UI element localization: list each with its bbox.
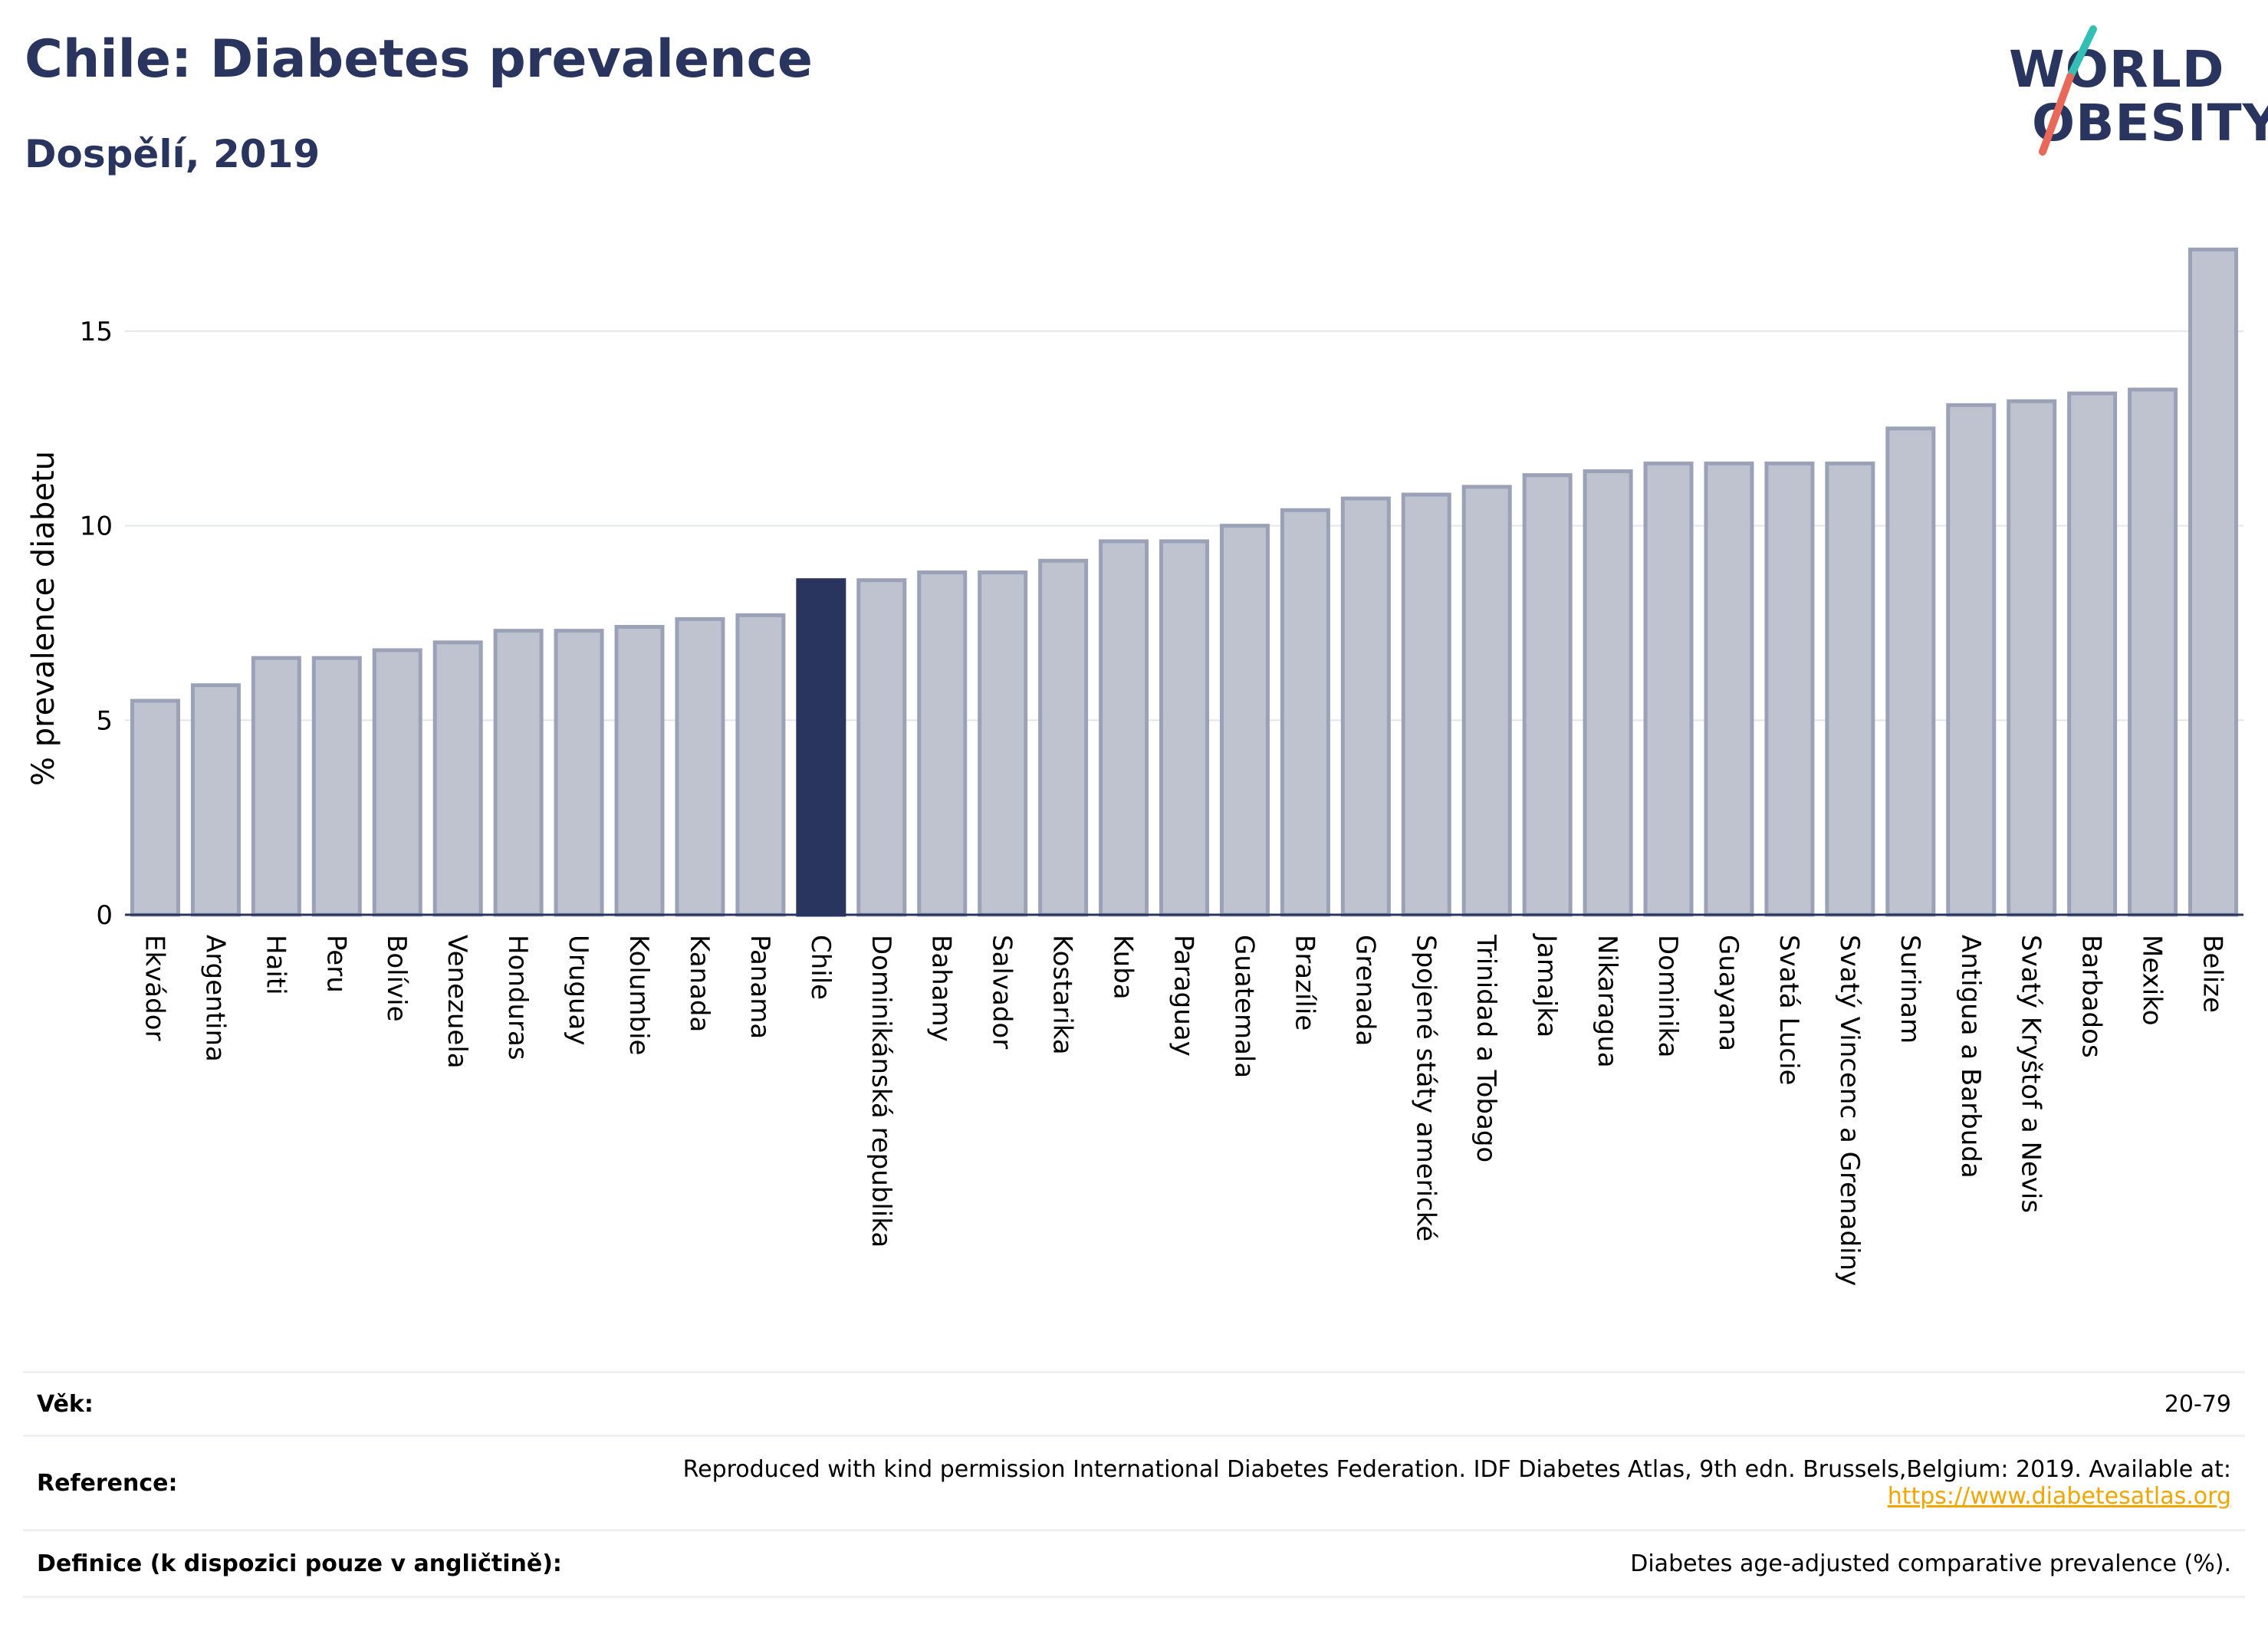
- x-tick-label: Brazílie: [1289, 935, 1320, 1031]
- x-tick-label: Svatý Kryštof a Nevis: [2016, 935, 2046, 1213]
- x-tick-label: Panama: [744, 935, 775, 1039]
- age-label: Věk:: [37, 1390, 94, 1418]
- logo-word-obesity: OBESITY: [2032, 94, 2268, 153]
- chart-title: Chile: Diabetes prevalence: [25, 29, 813, 90]
- logo-word-world: WORLD: [2009, 40, 2225, 99]
- footer-row-age: Věk: 20-79: [23, 1371, 2245, 1435]
- bar: [1038, 558, 1089, 917]
- bar: [130, 699, 180, 917]
- x-tick-label: Bolívie: [381, 935, 412, 1022]
- x-tick-label: Grenada: [1349, 935, 1380, 1046]
- x-tick-label: Ekvádor: [139, 935, 169, 1041]
- bar: [735, 613, 786, 917]
- bar: [1099, 539, 1149, 917]
- x-tick-label: Barbados: [2076, 935, 2107, 1058]
- y-axis-label: % prevalence diabetu: [26, 451, 61, 786]
- x-tick-label: Guayana: [1713, 935, 1744, 1051]
- x-tick-label: Peru: [320, 935, 351, 993]
- footer-row-definition: Definice (k dispozici pouze v angličtině…: [23, 1529, 2245, 1598]
- x-tick-label: Nikaragua: [1592, 935, 1622, 1068]
- bar: [917, 570, 968, 917]
- bar: [796, 578, 846, 917]
- bar: [614, 625, 665, 917]
- bar: [493, 629, 544, 917]
- x-tick-label: Salvador: [987, 935, 1017, 1049]
- bar: [1401, 492, 1451, 917]
- world-obesity-logo: WORLD OBESITY: [1994, 21, 2268, 159]
- reference-link[interactable]: https://www.diabetesatlas.org: [1887, 1483, 2231, 1510]
- x-tick-label: Honduras: [502, 935, 533, 1060]
- bar: [311, 656, 362, 917]
- x-tick-label: Belize: [2197, 935, 2228, 1013]
- footer-row-reference: Reference: Reproduced with kind permissi…: [23, 1435, 2245, 1529]
- definition-value: Diabetes age-adjusted comparative preval…: [1630, 1550, 2231, 1577]
- x-tick-label: Dominika: [1652, 935, 1683, 1057]
- x-tick-label: Argentina: [199, 935, 230, 1062]
- x-tick-label: Surinam: [1895, 935, 1925, 1044]
- reference-label: Reference:: [37, 1469, 178, 1497]
- bar: [1340, 496, 1391, 917]
- bar: [2067, 391, 2118, 917]
- bar: [675, 616, 725, 917]
- y-tick-label: 15: [80, 317, 113, 347]
- bar: [1643, 461, 1694, 917]
- bar: [190, 683, 241, 917]
- bar: [372, 648, 422, 917]
- x-tick-label: Chile: [805, 935, 836, 1000]
- x-tick-label: Mexiko: [2137, 935, 2168, 1026]
- bar: [251, 656, 301, 917]
- x-tick-label: Paraguay: [1169, 935, 1199, 1057]
- reference-value: Reproduced with kind permission Internat…: [683, 1456, 2231, 1510]
- definition-label: Definice (k dispozici pouze v angličtině…: [37, 1550, 562, 1577]
- x-tick-label: Kostarika: [1047, 935, 1078, 1055]
- x-tick-label: Dominikánská republika: [866, 935, 896, 1248]
- bar: [1159, 539, 1209, 917]
- x-tick-label: Kuba: [1108, 935, 1139, 1000]
- x-tick-label: Kanada: [684, 935, 715, 1032]
- bar: [1704, 461, 1754, 917]
- reference-text: Reproduced with kind permission Internat…: [682, 1456, 2231, 1483]
- x-tick-label: Svatá Lucie: [1773, 935, 1804, 1085]
- x-tick-label: Bahamy: [926, 935, 957, 1042]
- bar: [2128, 387, 2178, 917]
- bar: [1522, 473, 1573, 917]
- bar: [1461, 485, 1512, 917]
- x-tick-label: Jamajka: [1531, 933, 1562, 1037]
- logo-slash-icon: [2039, 25, 2097, 156]
- x-tick-label: Spojené státy americké: [1410, 935, 1441, 1241]
- bar: [2007, 399, 2057, 917]
- bar: [1825, 461, 1875, 917]
- y-tick-label: 10: [80, 511, 113, 542]
- chart-subtitle: Dospělí, 2019: [25, 132, 320, 176]
- bar: [1885, 426, 1936, 917]
- x-tick-label: Venezuela: [442, 935, 472, 1069]
- chart-footer: Věk: 20-79 Reference: Reproduced with ki…: [23, 1371, 2245, 1598]
- bar-chart: 0 5 10 15 % prevalence diabetu Ekvádor Argenti…: [26, 247, 2243, 1286]
- bar: [1764, 461, 1815, 917]
- bar: [1280, 508, 1330, 917]
- bar: [554, 629, 604, 917]
- x-tick-label: Guatemala: [1228, 935, 1259, 1078]
- bar: [1219, 524, 1270, 917]
- y-tick-label: 5: [96, 705, 113, 736]
- bar: [432, 640, 483, 917]
- bar: [978, 570, 1028, 917]
- x-tick-label: Uruguay: [563, 935, 593, 1046]
- x-tick-label: Trinidad a Tobago: [1471, 934, 1501, 1162]
- y-tick-label: 0: [96, 900, 113, 931]
- x-tick-label: Antigua a Barbuda: [1955, 935, 1986, 1179]
- bar: [856, 578, 907, 917]
- bar: [1583, 469, 1633, 917]
- bar: [2188, 247, 2239, 917]
- x-tick-label: Kolumbie: [623, 935, 654, 1055]
- age-value: 20-79: [2164, 1390, 2231, 1418]
- x-tick-label: Haiti: [260, 935, 291, 995]
- x-tick-label: Svatý Vincenc a Grenadiny: [1834, 935, 1865, 1286]
- bar: [1946, 403, 1997, 917]
